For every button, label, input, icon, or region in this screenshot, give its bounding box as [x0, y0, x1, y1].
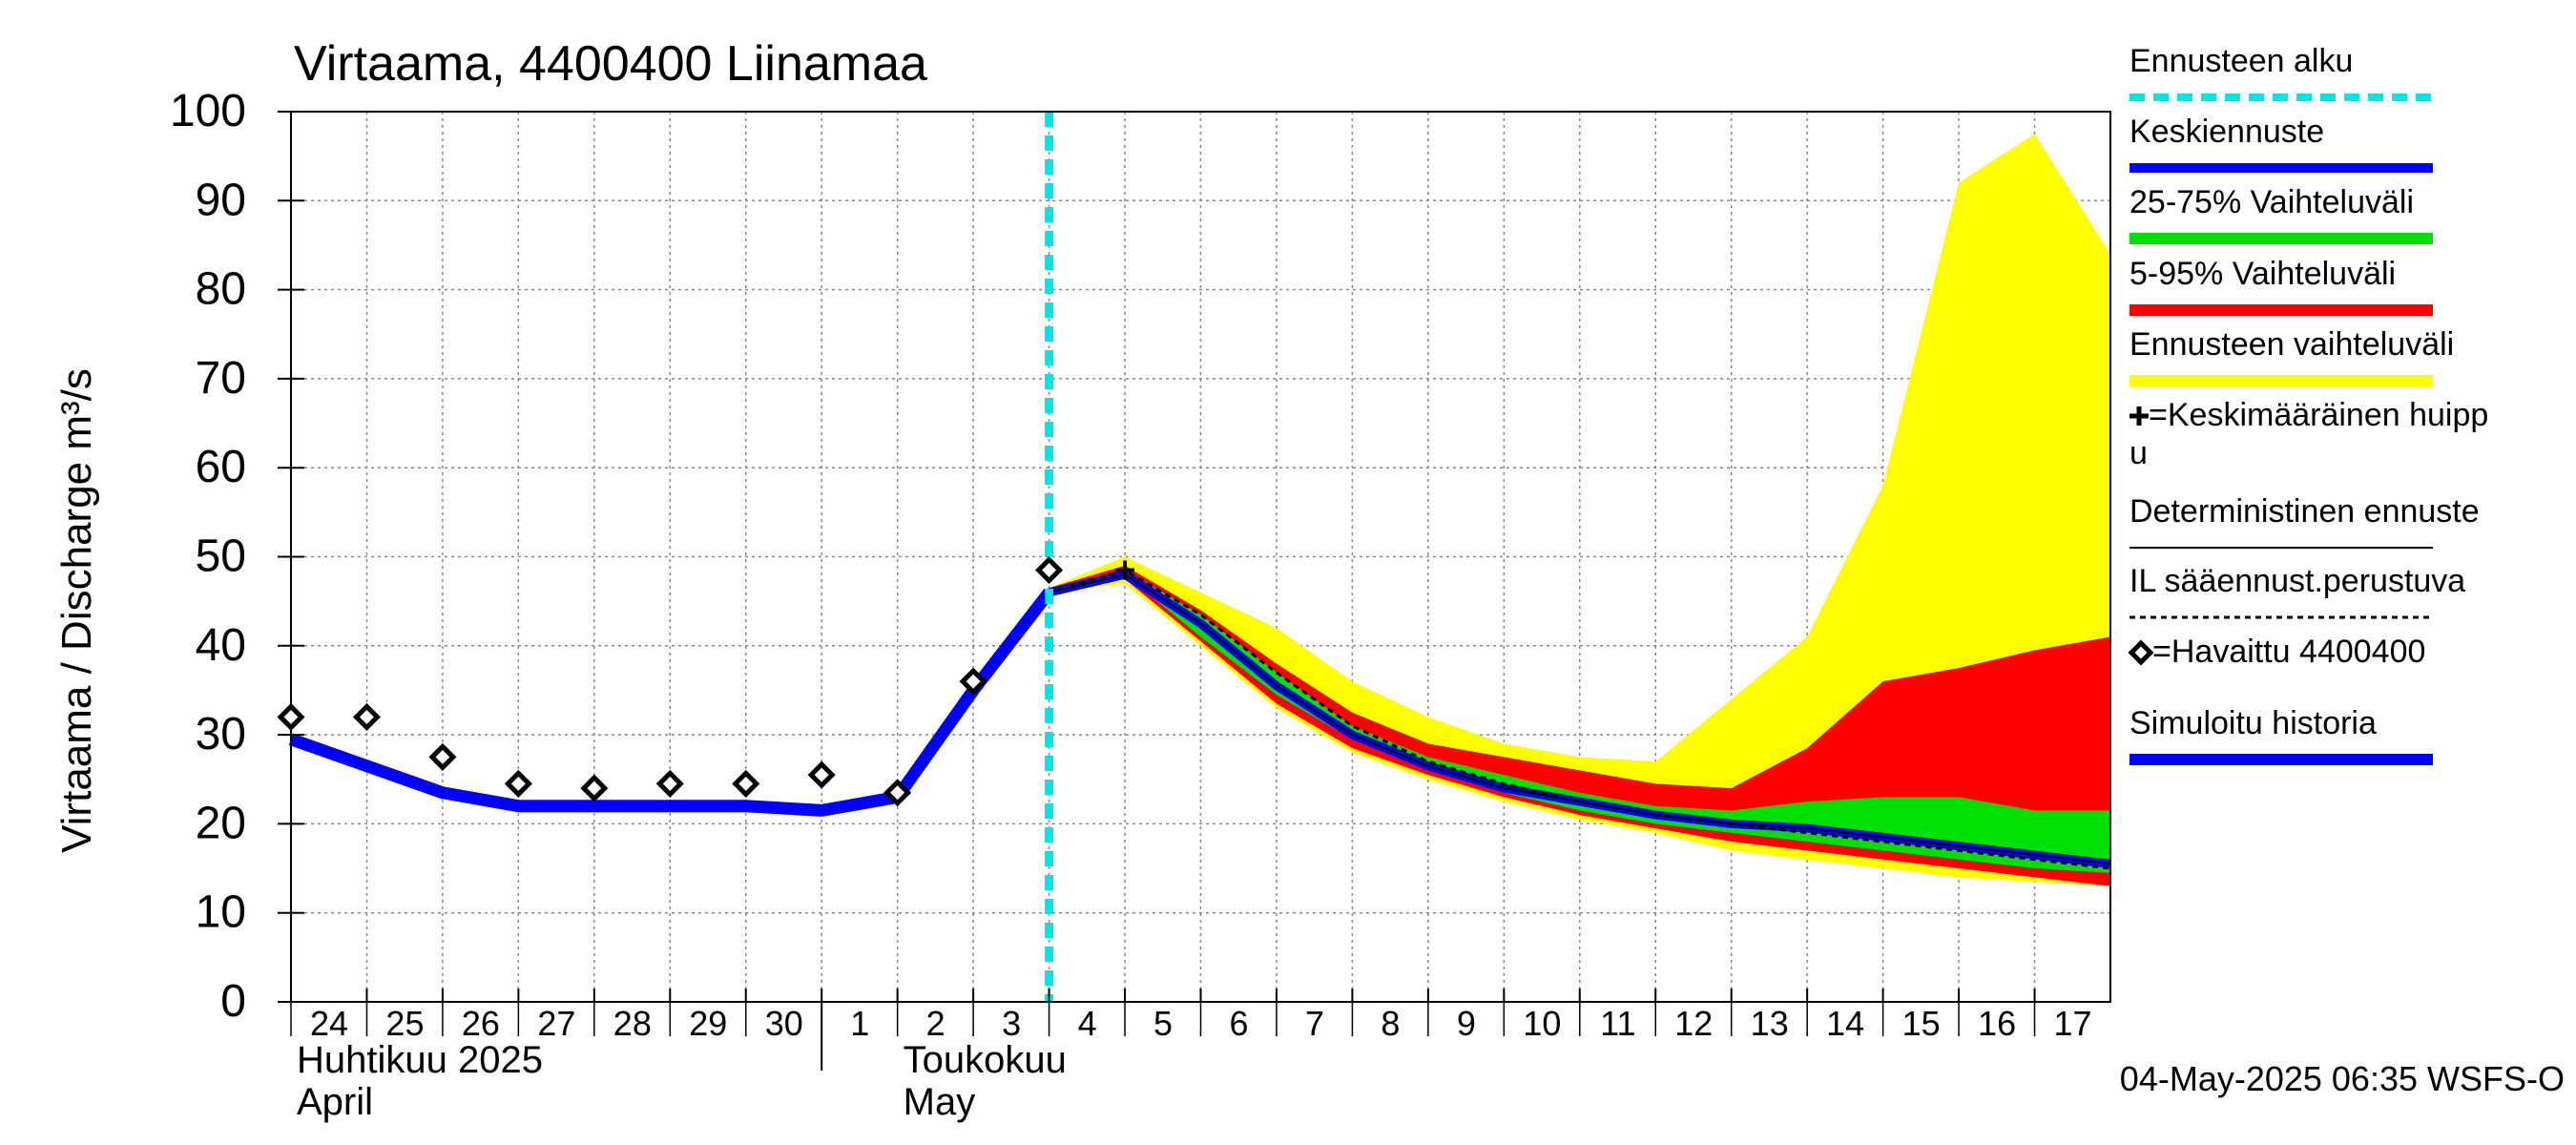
x-tick-label: 7: [1305, 1004, 1324, 1043]
legend-label: 25-75% Vaihteluväli: [2129, 184, 2414, 220]
observed-point: [352, 702, 381, 731]
legend-label: Ennusteen vaihteluväli: [2129, 326, 2454, 363]
chart-title: Virtaama, 4400400 Liinamaa: [294, 36, 927, 92]
y-tick-label: 90: [196, 175, 246, 225]
y-tick-label: 10: [196, 887, 246, 938]
x-tick-label: 10: [1523, 1004, 1561, 1043]
simulated-history-line: [288, 588, 1054, 817]
y-tick-label: 50: [196, 531, 246, 582]
observed-point: [1035, 555, 1064, 585]
legend-label: Keskiennuste: [2129, 114, 2324, 150]
observed-point: [277, 702, 305, 731]
x-tick-label: 28: [613, 1004, 652, 1043]
x-tick-label: 15: [1902, 1004, 1941, 1043]
x-tick-label: 8: [1381, 1004, 1400, 1043]
observed-markers: [277, 555, 1135, 807]
x-ticks: 24 25 26 27 28 29 30 1 2 3 4 5 6 7 8 9 10 11 12 13 14 15 16 17: [290, 989, 2092, 1071]
x-tick-label: 26: [462, 1004, 500, 1043]
legend-label: Deterministinen ennuste: [2129, 493, 2480, 530]
x-tick-label: 29: [689, 1004, 727, 1043]
y-ticks: 0 10 20 30 40 50 60 70 80 90 100: [170, 86, 304, 1027]
y-tick-label: 70: [196, 353, 246, 404]
y-tick-label: 60: [196, 442, 246, 492]
x-tick-label: 4: [1078, 1004, 1097, 1043]
month-label: Huhtikuu 2025: [297, 1039, 543, 1081]
month-label-en: May: [904, 1081, 976, 1123]
x-tick-label: 3: [1002, 1004, 1021, 1043]
y-axis-label: Virtaama / Discharge m³/s: [53, 368, 100, 853]
legend: Ennusteen alku Keskiennuste 25-75% Vaihtel…: [2128, 43, 2488, 765]
month-label: Toukokuu: [904, 1039, 1067, 1081]
x-tick-label: 16: [1978, 1004, 2016, 1043]
y-tick-label: 80: [196, 264, 246, 315]
legend-label: Simuloitu historia: [2129, 705, 2377, 741]
band-25-75: [1049, 570, 2110, 873]
x-tick-label: 14: [1826, 1004, 1864, 1043]
x-tick-label: 13: [1751, 1004, 1789, 1043]
x-tick-label: 27: [537, 1004, 575, 1043]
y-tick-label: 0: [220, 976, 246, 1027]
legend-label: =Keskimääräinen huipp: [2149, 397, 2488, 433]
legend-label: =Havaittu 4400400: [2152, 634, 2425, 670]
observed-point: [504, 769, 532, 798]
x-tick-label: 5: [1153, 1004, 1173, 1043]
observed-point: [732, 769, 760, 798]
x-tick-label: 12: [1674, 1004, 1713, 1043]
legend-plus-icon: [2129, 406, 2149, 426]
legend-label-wrap: u: [2129, 435, 2148, 471]
x-tick-label: 9: [1457, 1004, 1476, 1043]
observed-point: [883, 779, 912, 807]
y-tick-label: 20: [196, 798, 246, 848]
y-tick-label: 30: [196, 709, 246, 760]
x-tick-label: 2: [926, 1004, 945, 1043]
y-tick-label: 100: [170, 86, 246, 136]
grid: [291, 112, 2110, 1002]
forecast-lines: [288, 112, 2111, 1002]
x-tick-label: 30: [765, 1004, 803, 1043]
observed-point: [959, 667, 987, 696]
x-tick-label: 11: [1600, 1004, 1635, 1043]
legend-label: Ennusteen alku: [2129, 43, 2353, 79]
timestamp: 04-May-2025 06:35 WSFS-O: [2120, 1059, 2565, 1098]
observed-point: [655, 769, 684, 798]
legend-label: IL sääennust.perustuva: [2129, 563, 2465, 599]
deterministic-forecast-line: [1049, 573, 2111, 865]
x-tick-label: 1: [850, 1004, 869, 1043]
month-label-en: April: [297, 1081, 373, 1123]
x-tick-label: 24: [310, 1004, 348, 1043]
x-tick-label: 17: [2054, 1004, 2092, 1043]
mean-peak-marker: [1115, 560, 1135, 580]
observed-point: [580, 774, 609, 802]
legend-diamond-icon: [2128, 639, 2154, 666]
x-tick-label: 6: [1229, 1004, 1248, 1043]
observed-point: [807, 760, 836, 789]
y-tick-label: 40: [196, 620, 246, 671]
observed-point: [428, 742, 457, 771]
legend-label: 5-95% Vaihteluväli: [2129, 256, 2396, 292]
x-tick-label: 25: [385, 1004, 424, 1043]
